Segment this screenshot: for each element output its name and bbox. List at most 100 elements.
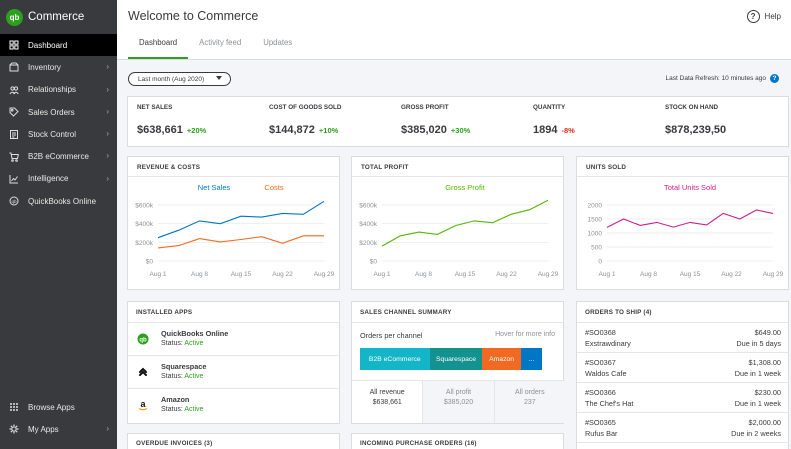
sidebar-item-sales-orders[interactable]: Sales Orders › — [0, 101, 117, 123]
order-customer: Waldos Cafe — [585, 369, 627, 378]
divider — [128, 176, 339, 177]
x-tick-label: Aug 8 — [191, 271, 208, 278]
order-row[interactable]: #SO0365 $2,000.00 Rufus Bar Due in 2 weeks — [577, 413, 789, 443]
order-due: Due in 1 week — [734, 399, 781, 408]
sidebar-item-browse-apps[interactable]: Browse Apps — [0, 396, 117, 418]
metric-all-revenue[interactable]: All revenue $638,661 — [352, 381, 424, 423]
info-icon[interactable]: ? — [770, 74, 779, 83]
sidebar-item-intelligence[interactable]: Intelligence › — [0, 168, 117, 190]
order-amount: $2,000.00 — [748, 418, 781, 427]
grid-icon — [9, 40, 19, 50]
tab-dashboard[interactable]: Dashboard — [128, 32, 189, 59]
legend-gross-profit[interactable]: Gross Profit — [445, 183, 486, 192]
sidebar-item-quickbooks-online[interactable]: qb QuickBooks Online — [0, 190, 117, 212]
kpi-label: STOCK ON HAND — [665, 104, 719, 111]
channel-segment-amazon[interactable]: Amazon — [482, 348, 521, 370]
svg-text:qb: qb — [11, 199, 17, 204]
sidebar-item-stock-control[interactable]: Stock Control › — [0, 123, 117, 145]
channel-segment-squarespace[interactable]: Squarespace — [429, 348, 483, 370]
sidebar-item-label: Dashboard — [28, 40, 68, 50]
overdue-invoices-card: OVERDUE INVOICES (3) — [127, 433, 340, 449]
x-tick-label: Aug 8 — [415, 271, 432, 278]
series-line-costs — [157, 235, 324, 249]
x-tick-label: Aug 22 — [272, 271, 293, 278]
channel-metrics: All revenue $638,661 All profit $385,020… — [352, 380, 565, 423]
kpi-change: +20% — [186, 126, 207, 135]
divider — [352, 322, 563, 323]
svg-text:qb: qb — [139, 337, 147, 343]
order-id: #SO0368 — [585, 328, 616, 337]
x-tick-label: Aug 8 — [640, 271, 657, 278]
x-tick-label: Aug 1 — [599, 271, 616, 278]
date-range-dropdown[interactable]: Last month (Aug 2020) — [128, 72, 231, 86]
tab-activity-feed[interactable]: Activity feed — [199, 38, 242, 47]
order-row[interactable]: #SO0368 $649.00 Exstrawdinary Due in 5 days — [577, 323, 789, 353]
chevron-right-icon: › — [106, 62, 109, 72]
y-tick-label: 1500 — [588, 217, 603, 224]
x-tick-label: Aug 22 — [721, 271, 742, 278]
kpi-quantity: QUANTITY 1894 -8% — [524, 97, 656, 146]
clipboard-icon — [9, 129, 19, 140]
order-row[interactable]: #SO0366 $230.00 The Chef's Hat Due in 1 wee… — [577, 383, 789, 413]
tab-updates[interactable]: Updates — [263, 38, 293, 47]
app-name: Amazon — [161, 395, 190, 404]
amazon-icon: a — [137, 399, 149, 411]
kpi-cost-of-goods-sold: COST OF GOODS SOLD $144,872 +10% — [260, 97, 392, 146]
status-label: Status: — [161, 406, 183, 413]
kpi-value: $144,872 — [269, 124, 315, 136]
cart-icon — [9, 152, 19, 162]
sales-channel-summary-card: SALES CHANNEL SUMMARY Orders per channel… — [351, 301, 565, 424]
channel-bar: B2B eCommerce Squarespace Amazon... — [360, 348, 543, 370]
app-row-amazon[interactable]: a Amazon Status: Active — [128, 389, 340, 422]
metric-all-profit[interactable]: All profit $385,020 — [423, 381, 495, 423]
card-title: OVERDUE INVOICES (3) — [136, 440, 213, 447]
apps-grid-icon — [9, 402, 19, 412]
sidebar-item-my-apps[interactable]: My Apps › — [0, 418, 117, 440]
installed-apps-card: INSTALLED APPS qb QuickBooks Online Stat… — [127, 301, 340, 424]
order-due: Due in 1 week — [734, 369, 781, 378]
sidebar-item-relationships[interactable]: Relationships › — [0, 79, 117, 101]
order-id: #SO0367 — [585, 358, 616, 367]
sidebar: qb Commerce Dashboard Inventory › Relations… — [0, 0, 117, 449]
kpi-label: QUANTITY — [533, 104, 566, 111]
app-name: QuickBooks Online — [161, 329, 229, 338]
legend-total-units-sold[interactable]: Total Units Sold — [664, 183, 716, 192]
app-name: Squarespace — [161, 362, 207, 371]
legend-net-sales[interactable]: Net Sales — [198, 183, 231, 192]
help-button[interactable]: ? Help — [746, 10, 781, 23]
chevron-right-icon: › — [106, 129, 109, 139]
order-row[interactable]: #SO0367 $1,308.00 Waldos Cafe Due in 1 week — [577, 353, 789, 383]
legend-costs[interactable]: Costs — [264, 183, 283, 192]
page-title: Welcome to Commerce — [128, 9, 259, 23]
sidebar-item-label: Inventory — [28, 62, 61, 72]
metric-all-orders[interactable]: All orders 237 — [494, 381, 565, 423]
channel-segment-[interactable]: ... — [520, 348, 543, 370]
sidebar-item-dashboard[interactable]: Dashboard — [0, 34, 117, 57]
quickbooks-icon: qb — [137, 333, 149, 345]
sidebar-nav: Dashboard Inventory › Relationships › Sales O… — [0, 34, 117, 212]
kpi-change: +30% — [450, 126, 471, 135]
x-tick-label: Aug 1 — [374, 271, 391, 278]
kpi-change: +10% — [318, 126, 339, 135]
status-label: Status: — [161, 373, 183, 380]
order-id: #SO0366 — [585, 388, 616, 397]
sidebar-item-inventory[interactable]: Inventory › — [0, 56, 117, 78]
order-amount: $230.00 — [754, 388, 781, 397]
revenue-costs-chart: Net Sales Costs $600k $400k $200k $0 Aug 1 Aug … — [135, 183, 334, 278]
channel-segment-b2b-ecommerce[interactable]: B2B eCommerce — [360, 348, 430, 370]
order-customer: Rufus Bar — [585, 429, 618, 438]
app-row-squarespace[interactable]: Squarespace Status: Active — [128, 356, 340, 389]
app-status: Status: Active — [161, 340, 203, 347]
brand[interactable]: qb Commerce — [0, 0, 117, 34]
main-content: Welcome to Commerce ? Help Dashboard Act… — [117, 0, 791, 449]
x-tick-label: Aug 15 — [455, 271, 476, 278]
kpi-value: $385,020 — [401, 124, 447, 136]
app-row-quickbooks[interactable]: qb QuickBooks Online Status: Active — [128, 323, 340, 356]
y-tick-label: $200k — [135, 240, 153, 247]
series-line-net-sales — [157, 200, 325, 239]
sidebar-item-label: Relationships — [28, 85, 77, 95]
orders-per-channel-label: Orders per channel — [360, 331, 423, 340]
hover-hint: Hover for more info — [495, 331, 555, 338]
status-value: Active — [184, 373, 204, 380]
sidebar-item-b2b-ecommerce[interactable]: B2B eCommerce › — [0, 145, 117, 167]
